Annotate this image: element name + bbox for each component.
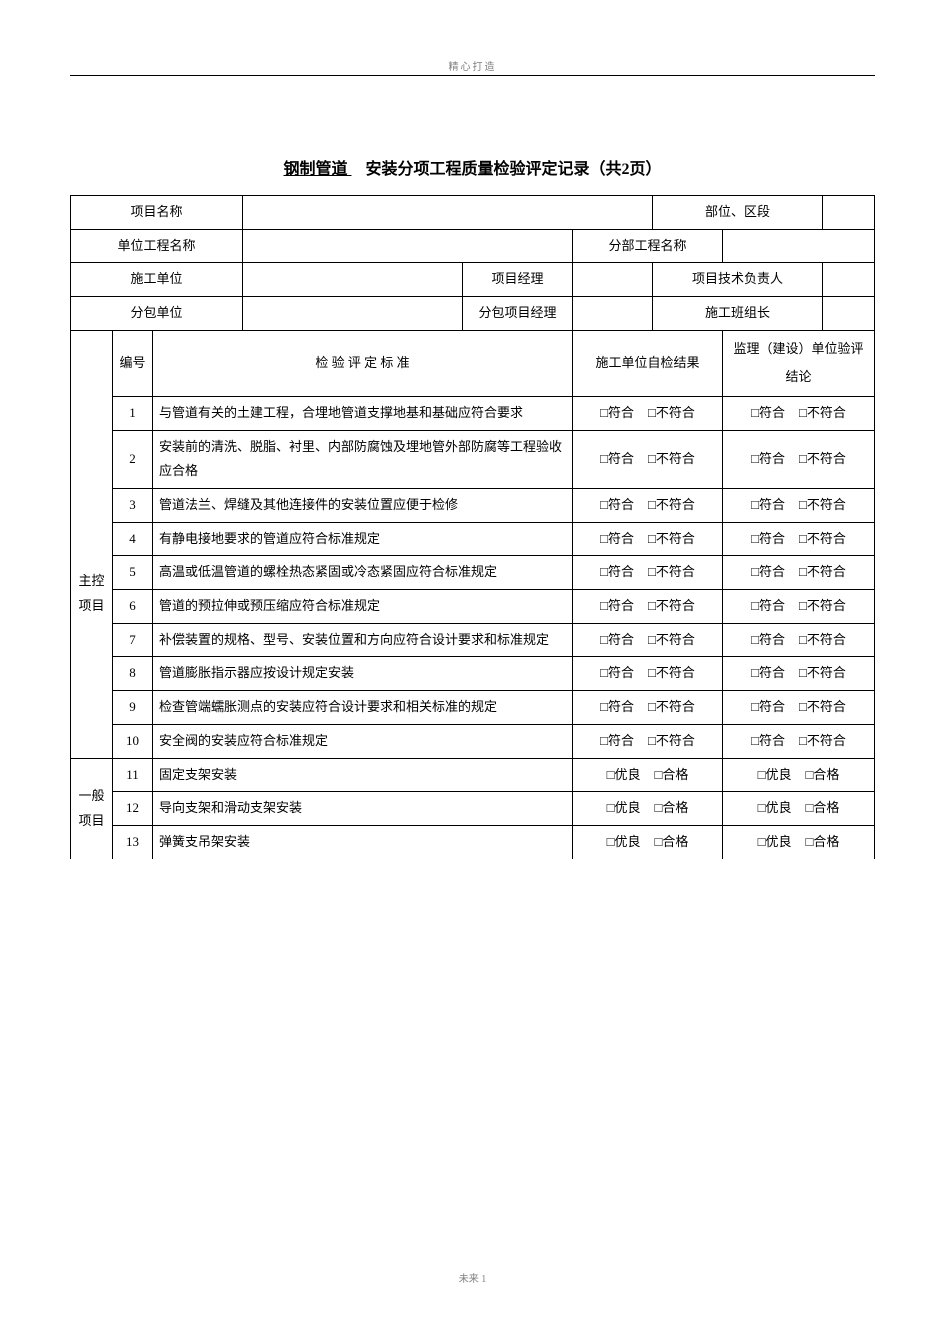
- row-number: 4: [113, 522, 153, 556]
- supervisor-cell[interactable]: □优良□合格: [723, 758, 875, 792]
- supervisor-cell[interactable]: □符合□不符合: [723, 724, 875, 758]
- value-pm[interactable]: [573, 263, 653, 297]
- label-unit-project: 单位工程名称: [71, 229, 243, 263]
- value-sub-project[interactable]: [723, 229, 875, 263]
- table-row: 13 弹簧支吊架安装 □优良□合格 □优良□合格: [71, 825, 875, 858]
- row-number: 8: [113, 657, 153, 691]
- self-check-cell[interactable]: □符合□不符合: [573, 657, 723, 691]
- criteria-text: 弹簧支吊架安装: [153, 825, 573, 858]
- label-subcontractor: 分包单位: [71, 297, 243, 331]
- supervisor-cell[interactable]: □符合□不符合: [723, 590, 875, 624]
- criteria-text: 管道的预拉伸或预压缩应符合标准规定: [153, 590, 573, 624]
- row-number: 9: [113, 691, 153, 725]
- self-check-cell[interactable]: □优良□合格: [573, 758, 723, 792]
- table-row: 6 管道的预拉伸或预压缩应符合标准规定 □符合□不符合 □符合□不符合: [71, 590, 875, 624]
- self-check-cell[interactable]: □优良□合格: [573, 825, 723, 858]
- criteria-text: 管道膨胀指示器应按设计规定安装: [153, 657, 573, 691]
- table-row: 4 有静电接地要求的管道应符合标准规定 □符合□不符合 □符合□不符合: [71, 522, 875, 556]
- value-team-lead[interactable]: [823, 297, 875, 331]
- criteria-text: 补偿装置的规格、型号、安装位置和方向应符合设计要求和标准规定: [153, 623, 573, 657]
- table-row: 7 补偿装置的规格、型号、安装位置和方向应符合设计要求和标准规定 □符合□不符合…: [71, 623, 875, 657]
- inspection-record-table: 项目名称 部位、区段 单位工程名称 分部工程名称 施工单位 项目经理 项目技术负…: [70, 195, 875, 859]
- self-check-cell[interactable]: □优良□合格: [573, 792, 723, 826]
- supervisor-cell[interactable]: □符合□不符合: [723, 396, 875, 430]
- label-project-name: 项目名称: [71, 196, 243, 230]
- document-title: 钢制管道 安装分项工程质量检验评定记录（共2页）: [0, 155, 945, 179]
- criteria-text: 安全阀的安装应符合标准规定: [153, 724, 573, 758]
- row-number: 3: [113, 489, 153, 523]
- table-row: 1 与管道有关的土建工程，合埋地管道支撑地基和基础应符合要求 □符合□不符合 □…: [71, 396, 875, 430]
- value-project-name[interactable]: [243, 196, 653, 230]
- table-row: 3 管道法兰、焊缝及其他连接件的安装位置应便于检修 □符合□不符合 □符合□不符…: [71, 489, 875, 523]
- label-general-category: 一般项目: [71, 758, 113, 859]
- value-subcontractor[interactable]: [243, 297, 463, 331]
- self-check-cell[interactable]: □符合□不符合: [573, 724, 723, 758]
- row-number: 5: [113, 556, 153, 590]
- row-number: 1: [113, 396, 153, 430]
- header-divider: [70, 75, 875, 76]
- criteria-text: 安装前的清洗、脱脂、衬里、内部防腐蚀及埋地管外部防腐等工程验收应合格: [153, 430, 573, 488]
- criteria-text: 与管道有关的土建工程，合埋地管道支撑地基和基础应符合要求: [153, 396, 573, 430]
- label-criteria: 检 验 评 定 标 准: [153, 330, 573, 396]
- self-check-cell[interactable]: □符合□不符合: [573, 430, 723, 488]
- table-row: 8 管道膨胀指示器应按设计规定安装 □符合□不符合 □符合□不符合: [71, 657, 875, 691]
- table-row: 2 安装前的清洗、脱脂、衬里、内部防腐蚀及埋地管外部防腐等工程验收应合格 □符合…: [71, 430, 875, 488]
- page-footer: 未来 1: [459, 1270, 487, 1285]
- label-sub-pm: 分包项目经理: [463, 297, 573, 331]
- row-number: 6: [113, 590, 153, 624]
- table-row: 9 检查管端蠕胀测点的安装应符合设计要求和相关标准的规定 □符合□不符合 □符合…: [71, 691, 875, 725]
- row-number: 7: [113, 623, 153, 657]
- page-header-small: 精心打造: [449, 58, 497, 73]
- self-check-cell[interactable]: □符合□不符合: [573, 489, 723, 523]
- criteria-text: 高温或低温管道的螺栓热态紧固或冷态紧固应符合标准规定: [153, 556, 573, 590]
- criteria-text: 检查管端蠕胀测点的安装应符合设计要求和相关标准的规定: [153, 691, 573, 725]
- label-supervisor: 监理（建设）单位验评结论: [723, 330, 875, 396]
- value-sub-pm[interactable]: [573, 297, 653, 331]
- label-tech-lead: 项目技术负责人: [653, 263, 823, 297]
- criteria-text: 导向支架和滑动支架安装: [153, 792, 573, 826]
- table-row: 12 导向支架和滑动支架安装 □优良□合格 □优良□合格: [71, 792, 875, 826]
- self-check-cell[interactable]: □符合□不符合: [573, 522, 723, 556]
- label-number: 编号: [113, 330, 153, 396]
- label-location: 部位、区段: [653, 196, 823, 230]
- supervisor-cell[interactable]: □符合□不符合: [723, 556, 875, 590]
- title-underlined-part: 钢制管道: [283, 161, 351, 178]
- label-sub-project: 分部工程名称: [573, 229, 723, 263]
- supervisor-cell[interactable]: □符合□不符合: [723, 691, 875, 725]
- value-location[interactable]: [823, 196, 875, 230]
- label-main-control-category: 主控项目: [71, 330, 113, 758]
- table-row: 10 安全阀的安装应符合标准规定 □符合□不符合 □符合□不符合: [71, 724, 875, 758]
- value-contractor[interactable]: [243, 263, 463, 297]
- supervisor-cell[interactable]: □符合□不符合: [723, 489, 875, 523]
- row-number: 10: [113, 724, 153, 758]
- supervisor-cell[interactable]: □优良□合格: [723, 792, 875, 826]
- criteria-text: 管道法兰、焊缝及其他连接件的安装位置应便于检修: [153, 489, 573, 523]
- supervisor-cell[interactable]: □符合□不符合: [723, 657, 875, 691]
- value-unit-project[interactable]: [243, 229, 573, 263]
- supervisor-cell[interactable]: □符合□不符合: [723, 430, 875, 488]
- row-number: 2: [113, 430, 153, 488]
- self-check-cell[interactable]: □符合□不符合: [573, 590, 723, 624]
- row-number: 11: [113, 758, 153, 792]
- criteria-text: 固定支架安装: [153, 758, 573, 792]
- supervisor-cell[interactable]: □优良□合格: [723, 825, 875, 858]
- supervisor-cell[interactable]: □符合□不符合: [723, 522, 875, 556]
- self-check-cell[interactable]: □符合□不符合: [573, 623, 723, 657]
- supervisor-cell[interactable]: □符合□不符合: [723, 623, 875, 657]
- value-tech-lead[interactable]: [823, 263, 875, 297]
- self-check-cell[interactable]: □符合□不符合: [573, 691, 723, 725]
- title-rest-part: 安装分项工程质量检验评定记录（共2页）: [366, 161, 662, 178]
- self-check-cell[interactable]: □符合□不符合: [573, 396, 723, 430]
- label-self-check: 施工单位自检结果: [573, 330, 723, 396]
- self-check-cell[interactable]: □符合□不符合: [573, 556, 723, 590]
- label-contractor: 施工单位: [71, 263, 243, 297]
- row-number: 13: [113, 825, 153, 858]
- table-row: 5 高温或低温管道的螺栓热态紧固或冷态紧固应符合标准规定 □符合□不符合 □符合…: [71, 556, 875, 590]
- label-team-lead: 施工班组长: [653, 297, 823, 331]
- criteria-text: 有静电接地要求的管道应符合标准规定: [153, 522, 573, 556]
- table-row: 一般项目 11 固定支架安装 □优良□合格 □优良□合格: [71, 758, 875, 792]
- label-pm: 项目经理: [463, 263, 573, 297]
- row-number: 12: [113, 792, 153, 826]
